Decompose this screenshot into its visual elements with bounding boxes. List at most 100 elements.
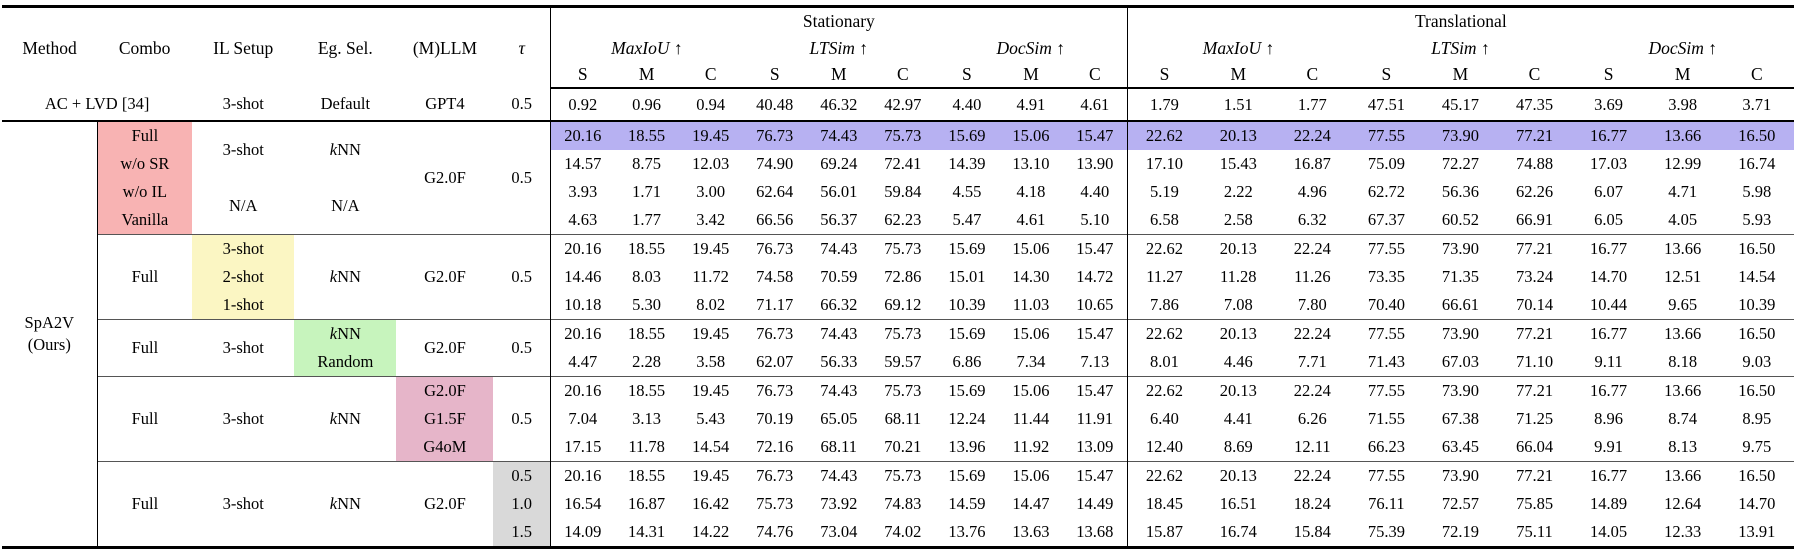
- value-cell: 62.64: [756, 182, 794, 201]
- value-cell: 6.05: [1594, 210, 1624, 229]
- value-cell: 66.23: [1367, 437, 1405, 456]
- mllm-cell: GPT4: [396, 88, 494, 122]
- eg-sel-cell: kNN: [294, 376, 397, 462]
- value-cell: 11.28: [1220, 267, 1257, 286]
- value-cell: 1.77: [1275, 88, 1350, 122]
- value-cell: 8.18: [1668, 352, 1698, 371]
- value-cell: 7.71: [1297, 352, 1327, 371]
- value-cell: 4.40: [1080, 182, 1110, 201]
- table-row: G4oM 17.15 11.78 14.54 72.16 68.11 70.21 13.96 1…: [2, 433, 1794, 462]
- value-cell: 5.19: [1126, 178, 1202, 206]
- value-cell: 16.87: [628, 494, 666, 513]
- tau-cell: 1.5: [493, 518, 551, 548]
- il-setup-cell: 1-shot: [192, 291, 295, 320]
- value-cell: 12.33: [1664, 522, 1702, 541]
- value-cell: 11.92: [1012, 437, 1050, 456]
- value-cell: 15.43: [1219, 154, 1257, 173]
- value-cell: 9.65: [1668, 295, 1698, 314]
- value-cell: 15.47: [1063, 234, 1128, 263]
- value-cell: 14.49: [1076, 494, 1114, 513]
- table-row: 1.5 14.09 14.31 14.22 74.76 73.04 74.02 13.76 13…: [2, 518, 1794, 548]
- value-cell: 72.86: [884, 267, 922, 286]
- value-cell: 4.46: [1223, 352, 1253, 371]
- value-cell: 8.01: [1126, 348, 1202, 377]
- value-cell: 10.44: [1590, 295, 1628, 314]
- value-cell: 62.72: [1367, 182, 1405, 201]
- combo-cell: Full: [97, 376, 193, 462]
- value-cell: 67.03: [1441, 352, 1480, 371]
- metric-header-ltsim: LTSim ↑: [1431, 37, 1490, 58]
- value-cell: 73.90: [1423, 234, 1498, 263]
- combo-cell: Vanilla: [97, 206, 193, 235]
- mllm-cell: G2.0F: [396, 319, 494, 377]
- value-cell: 22.62: [1126, 461, 1202, 490]
- value-cell: 8.03: [632, 267, 662, 286]
- submetric-header-s: S: [1571, 61, 1646, 89]
- value-cell: 14.70: [1738, 494, 1776, 513]
- submetric-header-s: S: [550, 61, 615, 89]
- submetric-header-c: C: [1063, 61, 1128, 89]
- value-cell: 10.18: [550, 291, 615, 320]
- value-cell: 5.47: [952, 210, 982, 229]
- mllm-cell: G4oM: [396, 433, 494, 462]
- value-cell: 5.30: [632, 295, 662, 314]
- eg-sel-cell: kNN: [294, 319, 397, 348]
- value-cell: 16.74: [1219, 522, 1257, 541]
- submetric-header-c: C: [870, 61, 935, 89]
- value-cell: 47.51: [1349, 88, 1424, 122]
- tau-cell: 0.5: [493, 376, 551, 462]
- value-cell: 3.00: [696, 182, 726, 201]
- value-cell: 20.16: [550, 234, 615, 263]
- eg-sel-cell: kNN: [294, 461, 397, 548]
- value-cell: 74.43: [806, 461, 871, 490]
- value-cell: 70.14: [1515, 295, 1554, 314]
- value-cell: 45.17: [1423, 88, 1498, 122]
- table-header: Method Combo IL Setup Eg. Sel. (M)LLM τ …: [2, 6, 1794, 89]
- submetric-header-c: C: [1719, 61, 1794, 89]
- combo-cell: Full: [97, 461, 193, 548]
- value-cell: 7.86: [1126, 291, 1202, 320]
- value-cell: 4.96: [1297, 182, 1327, 201]
- table-row: w/o IL N/A N/A 3.93 1.71 3.00 62.64 56.01 59.84 4…: [2, 178, 1794, 215]
- value-cell: 8.96: [1594, 409, 1624, 428]
- tau-cell: 0.5: [493, 319, 551, 377]
- value-cell: 74.43: [806, 319, 871, 348]
- table-row: 2-shot 14.46 8.03 11.72 74.58 70.59 72.86 15.01…: [2, 263, 1794, 291]
- combo-cell: w/o IL: [97, 178, 193, 206]
- value-cell: 20.16: [550, 376, 615, 405]
- mllm-cell: G2.0F: [396, 376, 494, 405]
- value-cell: 70.19: [756, 409, 794, 428]
- value-cell: 15.69: [934, 234, 999, 263]
- value-cell: 14.22: [692, 522, 730, 541]
- value-cell: 67.37: [1367, 210, 1405, 229]
- value-cell: 71.55: [1367, 409, 1405, 428]
- value-cell: 66.04: [1515, 437, 1554, 456]
- mllm-cell: G1.5F: [396, 405, 494, 433]
- value-cell: 4.91: [998, 88, 1064, 122]
- value-cell: 56.33: [820, 352, 858, 371]
- value-cell: 66.56: [756, 210, 794, 229]
- value-cell: 60.52: [1441, 210, 1480, 229]
- value-cell: 7.80: [1297, 295, 1327, 314]
- value-cell: 77.55: [1349, 234, 1424, 263]
- value-cell: 73.90: [1423, 376, 1498, 405]
- value-cell: 72.19: [1441, 522, 1480, 541]
- value-cell: 14.72: [1076, 267, 1114, 286]
- value-cell: 77.21: [1497, 461, 1572, 490]
- value-cell: 4.05: [1668, 210, 1698, 229]
- method-cell: SpA2V (Ours): [2, 121, 98, 548]
- value-cell: 14.54: [1738, 267, 1776, 286]
- value-cell: 13.66: [1645, 319, 1720, 348]
- value-cell: 9.91: [1594, 437, 1624, 456]
- value-cell: 66.91: [1515, 210, 1554, 229]
- value-cell: 7.04: [550, 405, 615, 433]
- value-cell: 22.62: [1126, 376, 1202, 405]
- value-cell: 66.32: [820, 295, 858, 314]
- tau-cell: 1.0: [493, 490, 551, 518]
- table-row: Full 3-shot kNN G2.0F 0.5 20.16 18.55 19.45 76.7…: [2, 234, 1794, 320]
- value-cell: 18.45: [1126, 490, 1202, 518]
- value-cell: 74.90: [756, 154, 794, 173]
- value-cell: 56.01: [820, 182, 858, 201]
- value-cell: 15.69: [934, 319, 999, 348]
- value-cell: 20.16: [550, 461, 615, 490]
